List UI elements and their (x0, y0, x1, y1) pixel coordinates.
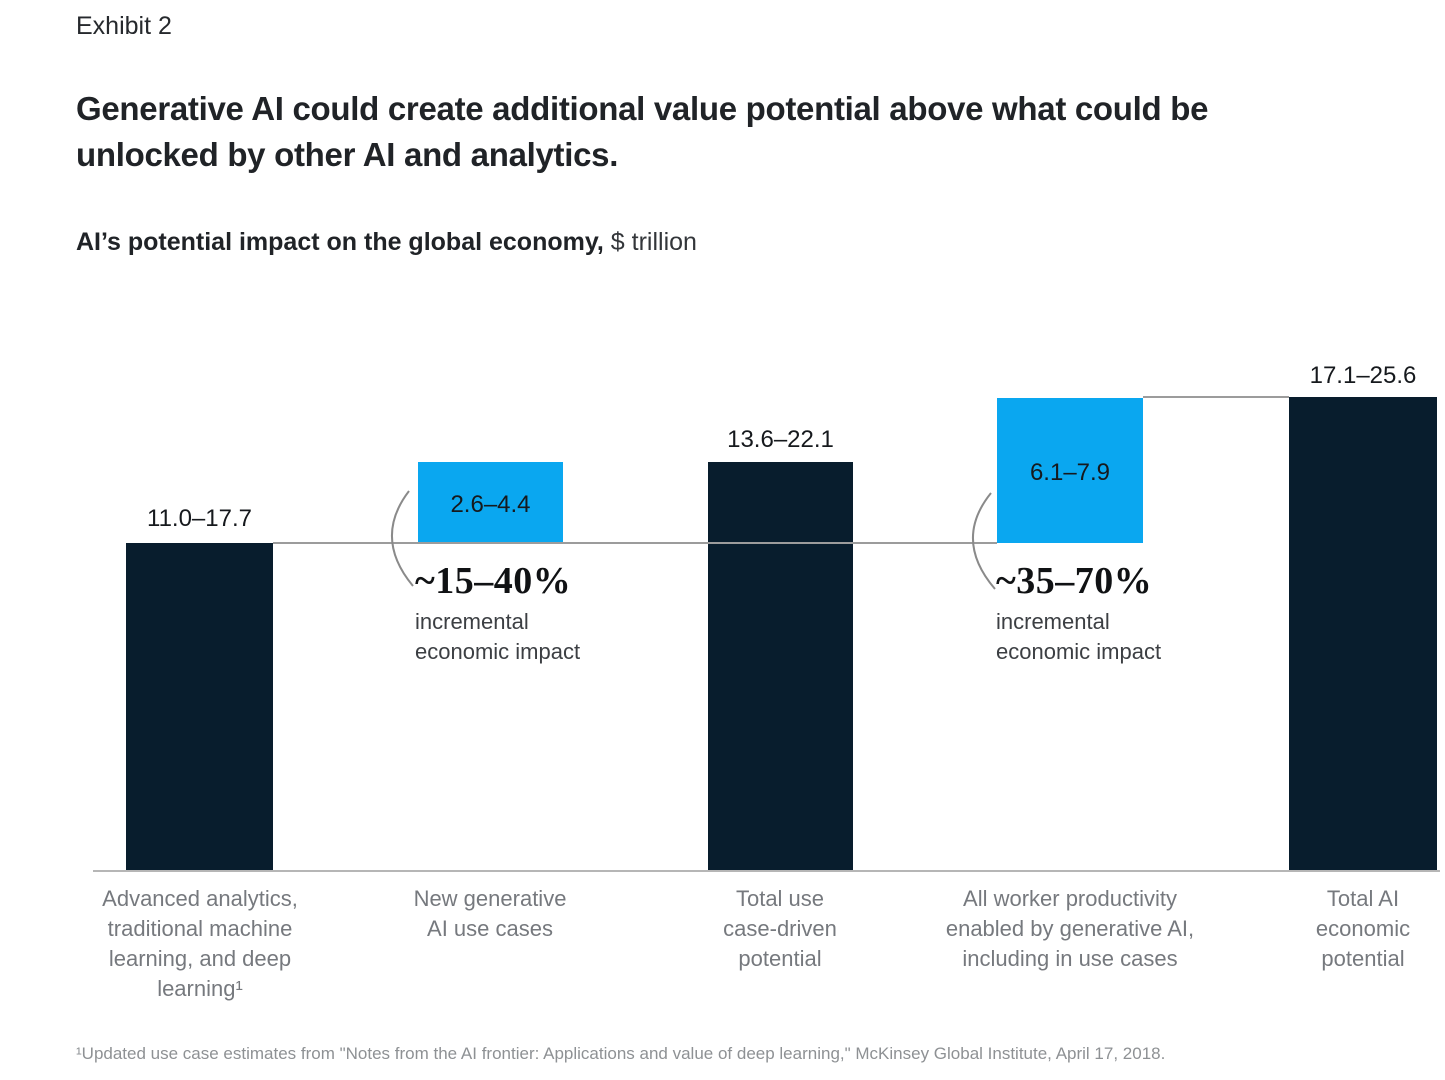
category-label-advanced-analytics: Advanced analytics, traditional machine … (102, 886, 298, 1001)
annotation-percent-left: ~15–40% (415, 560, 572, 602)
callout-arc-left (390, 490, 414, 587)
chart-subtitle: AI’s potential impact on the global econ… (76, 228, 1376, 257)
bar-total-ai-potential (1289, 397, 1437, 871)
bar-new-generative-ai (418, 462, 563, 543)
subtitle-title: AI’s potential impact on the global econ… (76, 228, 604, 256)
annotation-caption-left: incremental economic impact (415, 609, 581, 664)
bar-total-use-case (708, 462, 853, 871)
value-label-total-use-case: 13.6–22.1 (727, 426, 834, 453)
callout-arc-right (971, 492, 996, 590)
footnote: ¹Updated use case estimates from "Notes … (76, 1044, 1166, 1063)
annotation-incremental-right: ~35–70% incremental economic impact (996, 560, 1201, 667)
category-label-new-generative-ai: New generative AI use cases (413, 886, 567, 941)
category-label-total-ai-potential: Total AI economic potential (1315, 886, 1411, 971)
bar-advanced-analytics (126, 543, 273, 871)
value-label-advanced-analytics: 11.0–17.7 (147, 505, 252, 532)
subtitle-unit: $ trillion (603, 228, 697, 256)
annotation-percent-right: ~35–70% (996, 560, 1153, 602)
headline: Generative AI could create additional va… (76, 90, 1209, 173)
value-label-worker-productivity: 6.1–7.9 (1029, 459, 1111, 486)
connector-line-left (273, 542, 997, 544)
connector-line-right (1143, 396, 1289, 398)
exhibit-label: Exhibit 2 (76, 12, 172, 40)
x-axis-baseline (93, 870, 1440, 872)
annotation-caption-right: incremental economic impact (996, 609, 1162, 664)
value-label-new-generative-ai: 2.6–4.4 (450, 491, 531, 518)
bar-worker-productivity (997, 398, 1143, 543)
category-label-total-use-case: Total use case-driven potential (723, 886, 837, 971)
value-label-total-ai-potential: 17.1–25.6 (1309, 362, 1417, 389)
annotation-incremental-left: ~15–40% incremental economic impact (415, 560, 620, 667)
category-label-worker-productivity: All worker productivity enabled by gener… (945, 886, 1195, 971)
